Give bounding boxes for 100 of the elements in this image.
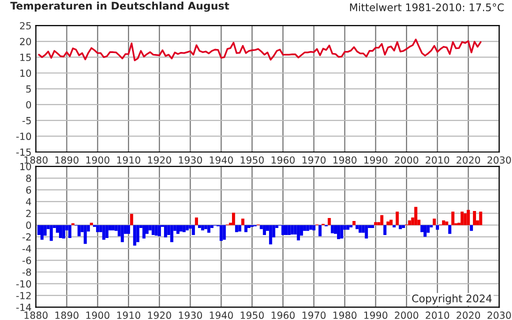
bar (346, 225, 350, 230)
y-tick-label: -6 (22, 256, 32, 264)
x-tick-label: 2030 (488, 156, 511, 164)
bar (340, 225, 344, 239)
bar (68, 225, 72, 238)
bar (398, 225, 402, 230)
bar (470, 225, 473, 231)
bar (241, 218, 244, 226)
x-tick-label: 1910 (117, 312, 140, 319)
x-tick-label: 1890 (55, 312, 78, 319)
y-tick-label: 0 (26, 222, 32, 229)
x-tick-label: 1900 (86, 312, 110, 319)
bar (130, 214, 134, 226)
bar (84, 225, 87, 244)
y-tick-label: 5 (26, 85, 31, 93)
bar (371, 225, 374, 228)
bar (312, 225, 316, 230)
bar (479, 212, 482, 226)
bar (194, 217, 198, 226)
x-tick-label: 1880 (24, 312, 48, 319)
bar (96, 225, 100, 232)
x-tick-label: 1950 (240, 156, 264, 164)
bar (402, 225, 405, 228)
y-tick-label: -15 (16, 148, 31, 156)
x-tick-label: 2000 (394, 312, 418, 319)
bar (352, 220, 356, 226)
x-tick-label: 2020 (456, 312, 480, 319)
bar (330, 225, 334, 234)
y-tick-label: 25 (20, 22, 31, 30)
bar (451, 212, 454, 226)
bar (154, 225, 158, 236)
bar (244, 225, 248, 232)
bar (432, 218, 436, 226)
y-tick-label: 6 (26, 186, 32, 194)
x-tick-label: 2030 (488, 312, 511, 319)
line-series (38, 38, 482, 62)
bar (448, 225, 452, 234)
x-tick-label: 1980 (333, 156, 356, 164)
annotation: Copyright 2024 (412, 294, 492, 304)
y-tick-label: -10 (16, 132, 32, 140)
bar (204, 225, 208, 230)
x-tick-label: 1880 (24, 156, 48, 164)
bar (247, 225, 251, 228)
x-tick-label: 2010 (426, 312, 450, 319)
y-tick-label: -8 (22, 268, 32, 276)
bar (281, 225, 285, 236)
bar (186, 225, 189, 230)
y-tick-label: 2 (26, 210, 31, 218)
x-tick-label: 1930 (178, 156, 202, 164)
y-tick-label: 10 (20, 69, 32, 77)
bar (472, 210, 476, 226)
x-tick-label: 1990 (364, 312, 388, 319)
x-tick-label: 1890 (55, 156, 78, 164)
bar (37, 225, 40, 236)
bar (386, 222, 390, 226)
bar (112, 225, 115, 230)
bar (62, 225, 66, 239)
bar (238, 225, 242, 232)
bar (309, 225, 312, 230)
bar (120, 225, 124, 242)
bar (290, 225, 294, 234)
chart-title: Temperaturen in Deutschland August (10, 2, 230, 12)
bar (464, 213, 467, 226)
y-tick-label: 10 (20, 162, 32, 170)
x-tick-label: 2020 (456, 156, 480, 164)
x-tick-label: 1910 (117, 156, 140, 164)
y-tick-label: -14 (16, 304, 32, 311)
bar (158, 225, 161, 236)
y-tick-label: -10 (16, 280, 32, 288)
bar (232, 212, 236, 226)
bar (59, 225, 62, 238)
x-tick-label: 2000 (394, 156, 418, 164)
bar (269, 225, 272, 244)
x-tick-label: 1960 (272, 312, 295, 319)
x-tick-label: 1990 (364, 156, 388, 164)
x-tick-label: 1950 (240, 312, 264, 319)
bar (192, 225, 195, 236)
bar (445, 222, 448, 226)
bar (105, 225, 108, 238)
bar (318, 225, 322, 236)
y-tick-label: 0 (26, 101, 32, 108)
y-tick-label: 20 (20, 38, 32, 46)
x-tick-label: 1940 (210, 312, 233, 319)
bar (374, 222, 378, 226)
bar (102, 225, 106, 240)
bar (408, 220, 412, 226)
bar (424, 225, 427, 237)
bar (284, 225, 288, 236)
x-tick-label: 1970 (302, 312, 326, 319)
bar (436, 225, 439, 230)
y-tick-label: -5 (22, 117, 31, 124)
bar (235, 225, 238, 232)
bar (356, 225, 359, 230)
bar (466, 210, 470, 226)
x-tick-label: 1940 (210, 156, 233, 164)
bar (170, 225, 174, 242)
bar (306, 225, 310, 231)
bar (182, 225, 186, 232)
x-tick-label: 1930 (178, 312, 202, 319)
x-tick-label: 2010 (426, 156, 450, 164)
